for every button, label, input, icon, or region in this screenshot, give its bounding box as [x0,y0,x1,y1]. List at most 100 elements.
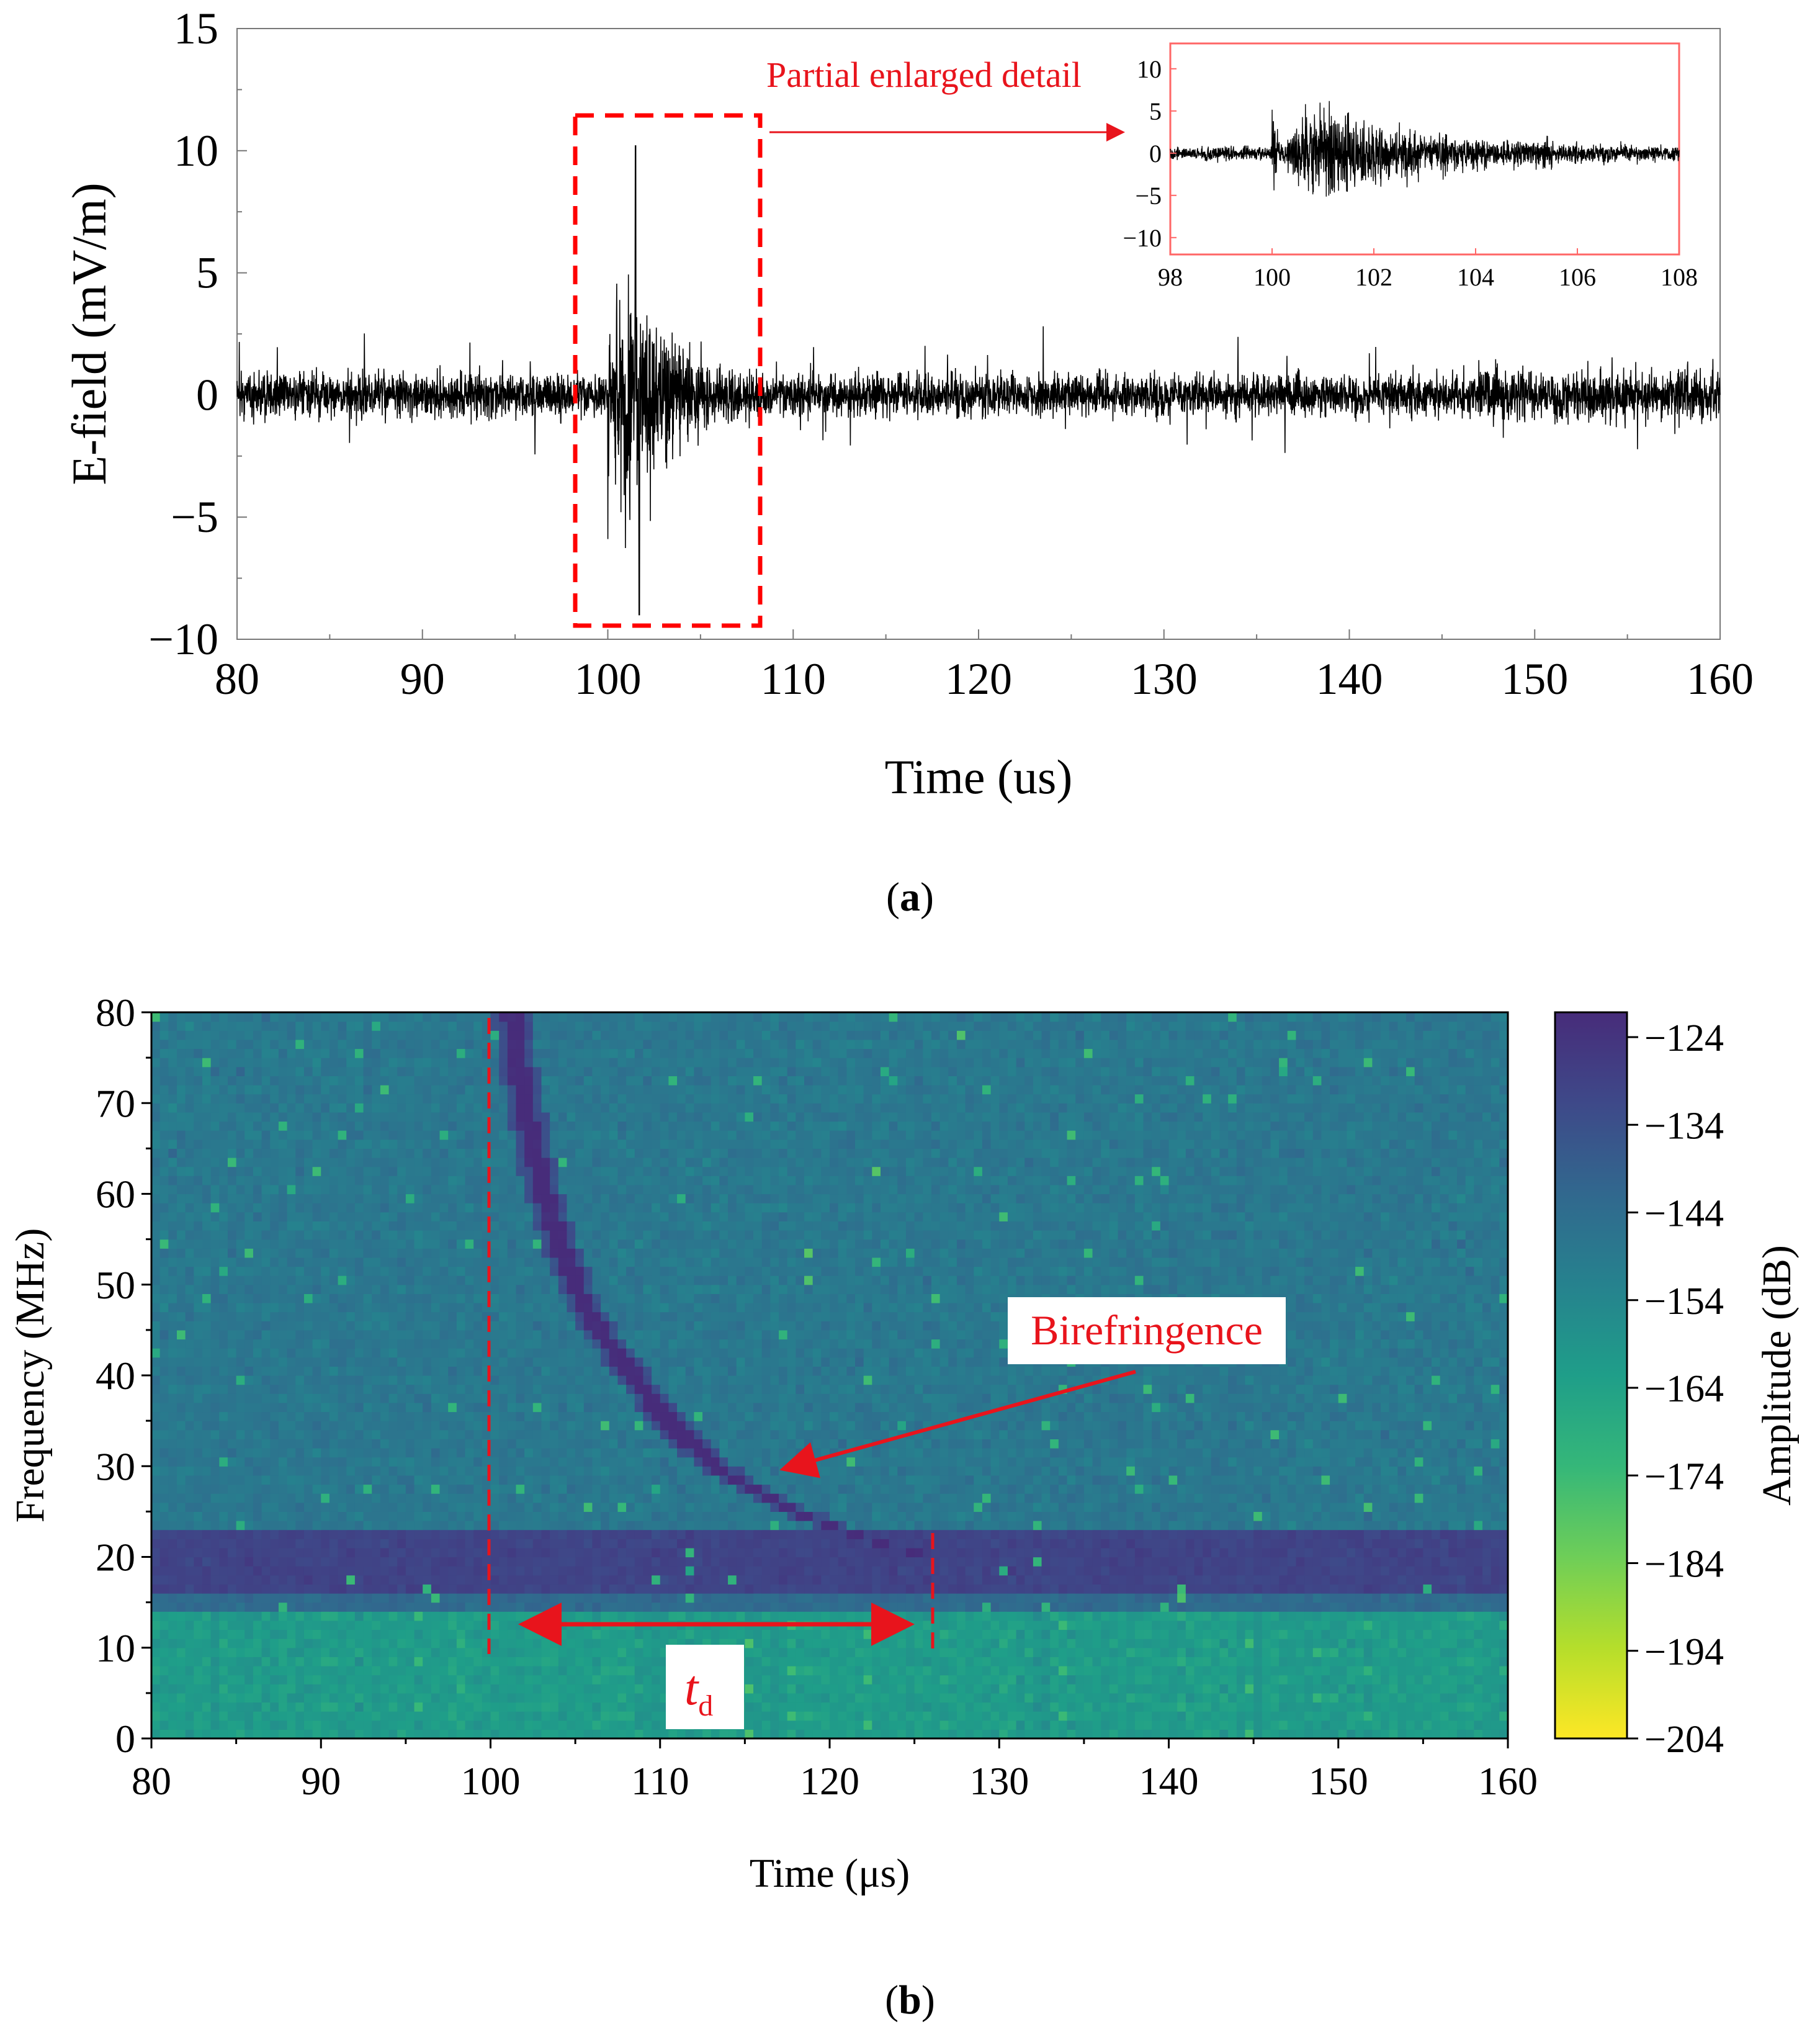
heatmap-cell [532,1729,542,1739]
heatmap-cell [643,1557,652,1567]
heatmap-cell [990,1502,1000,1512]
heatmap-cell [219,1493,228,1503]
heatmap-cell [210,1666,220,1676]
heatmap-cell [363,1647,372,1657]
heatmap-cell [431,1484,441,1494]
heatmap-cell [465,1639,474,1648]
heatmap-cell [761,1657,771,1666]
heatmap-cell [414,1502,423,1512]
heatmap-cell [1330,1584,1339,1594]
heatmap-cell [1279,1575,1288,1585]
heatmap-cell [1372,1657,1381,1666]
heatmap-cell [1245,1466,1254,1476]
heatmap-cell [380,1702,390,1712]
heatmap-cell [923,1675,932,1684]
heatmap-cell [1050,1529,1059,1539]
heatmap-cell [473,1657,483,1666]
heatmap-cell [1067,1602,1076,1612]
heatmap-cell [473,1602,483,1612]
heatmap-cell [219,1647,228,1657]
heatmap-cell [779,1511,788,1521]
heatmap-cell [1406,1547,1415,1558]
heatmap-cell [1347,1547,1356,1558]
heatmap-cell [1491,1693,1500,1703]
heatmap-cell [219,1529,228,1539]
heatmap-cell [1058,1484,1068,1494]
heatmap-cell [414,1539,423,1549]
heatmap-cell [388,1693,398,1703]
heatmap-cell [405,1693,415,1703]
heatmap-cell [1016,1702,1025,1712]
heatmap-cell [1406,1593,1415,1603]
heatmap-cell [1423,1502,1432,1512]
heatmap-cell [1211,1647,1221,1657]
heatmap-cell [634,1457,644,1467]
heatmap-cell [253,1566,262,1576]
heatmap-cell [668,1593,678,1603]
heatmap-cell [634,1657,644,1666]
heatmap-cell [312,1466,321,1476]
heatmap-cell [1330,1475,1339,1485]
heatmap-cell [1397,1693,1407,1703]
heatmap-cell [405,1529,415,1539]
heatmap-cell [312,1657,321,1666]
heatmap-cell [168,1639,177,1648]
heatmap-cell [1330,1539,1339,1549]
heatmap-cell [159,1720,169,1730]
heatmap-cell [974,1529,983,1539]
heatmap-cell [202,1629,212,1639]
heatmap-cell [1355,1502,1365,1512]
heatmap-cell [1016,1602,1025,1612]
heatmap-cell [490,1620,500,1630]
heatmap-cell [863,1729,872,1739]
heatmap-cell [1465,1557,1474,1567]
heatmap-cell [1050,1484,1059,1494]
heatmap-cell [1101,1684,1110,1694]
heatmap-cell [982,1502,992,1512]
heatmap-cell [889,1675,898,1684]
heatmap-cell [278,1475,288,1485]
heatmap-cell [626,1457,635,1467]
heatmap-cell [354,1720,364,1730]
heatmap-cell [974,1539,983,1549]
heatmap-cell [796,1475,805,1485]
heatmap-cell [532,1547,542,1558]
heatmap-cell [431,1702,441,1712]
heatmap-cell [1152,1602,1161,1612]
heatmap-cell [346,1457,356,1467]
heatmap-cell [1245,1693,1254,1703]
heatmap-cell [652,1629,661,1639]
heatmap-cell [329,1547,339,1558]
heatmap-cell [1152,1475,1161,1485]
heatmap-cell [1168,1566,1178,1576]
heatmap-cell [321,1493,330,1503]
heatmap-cell [499,1593,508,1603]
heatmap-cell [1304,1584,1314,1594]
heatmap-cell [1177,1466,1186,1476]
heatmap-cell [1152,1729,1161,1739]
heatmap-cell [550,1484,559,1494]
heatmap-cell [1262,1557,1271,1567]
heatmap-cell [388,1684,398,1694]
heatmap-cell [388,1675,398,1684]
heatmap-cell [499,1629,508,1639]
heatmap-cell [1457,1547,1466,1558]
heatmap-cell [473,1502,483,1512]
heatmap-cell [1389,1693,1398,1703]
heatmap-cell [1279,1493,1288,1503]
heatmap-cell [185,1484,194,1494]
heatmap-cell [1440,1493,1449,1503]
heatmap-cell [1448,1657,1458,1666]
heatmap-cell [1253,1529,1263,1539]
heatmap-cell [423,1675,432,1684]
heatmap-cell [1465,1511,1474,1521]
heatmap-cell [1304,1647,1314,1657]
heatmap-cell [872,1657,881,1666]
heatmap-cell [1304,1529,1314,1539]
heatmap-cell [601,1529,610,1539]
heatmap-cell [838,1675,847,1684]
heatmap-cell [1185,1493,1195,1503]
heatmap-cell [1168,1502,1178,1512]
heatmap-cell [278,1547,288,1558]
heatmap-cell [1432,1720,1441,1730]
